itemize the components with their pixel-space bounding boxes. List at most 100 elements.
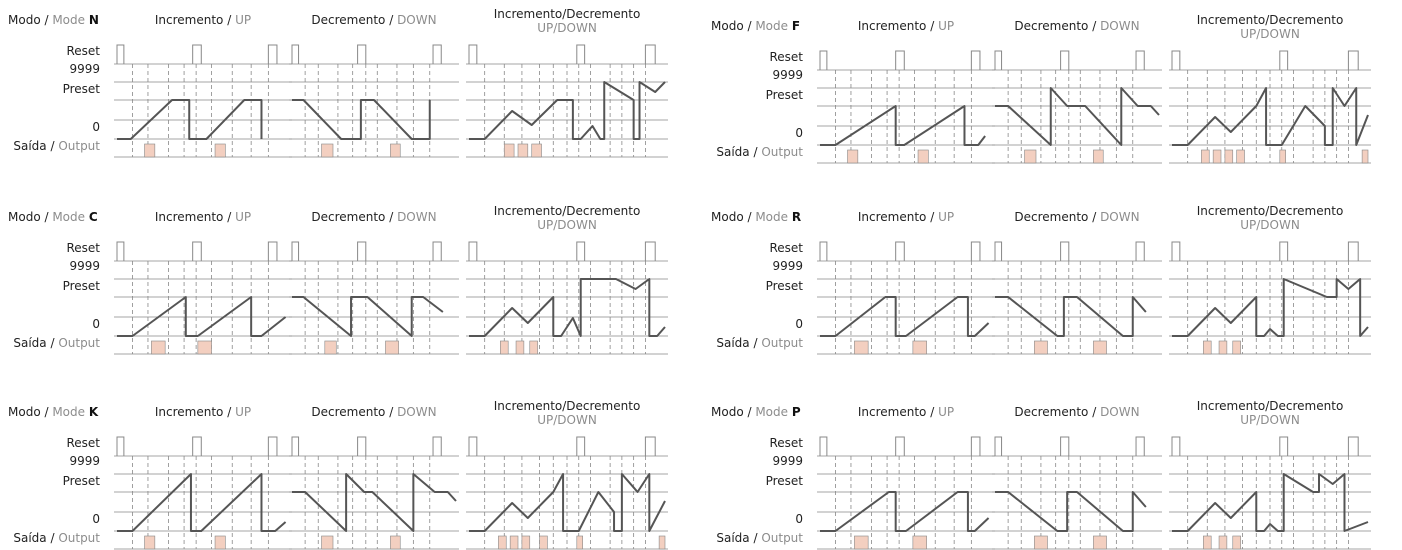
output-pulse: [500, 340, 509, 355]
counter-signal: [292, 296, 444, 337]
mode-label-pt: Modo: [8, 405, 41, 419]
title-down-pt: Decremento: [1014, 210, 1089, 224]
mode-label: Modo / Mode R: [711, 210, 801, 224]
output-pulse: [1093, 340, 1107, 355]
title-up: Incremento / UP: [816, 19, 996, 33]
title-up-slash: /: [223, 13, 236, 27]
reset-pulse: [970, 50, 981, 70]
title-updown: Incremento/Decremento UP/DOWN: [477, 7, 657, 35]
reset-label: Reset: [66, 241, 100, 255]
reset-pulse: [267, 241, 278, 261]
title-down-pt: Decremento: [311, 405, 386, 419]
timing-chart-updown: [466, 436, 668, 550]
zero-label: 0: [795, 512, 803, 526]
preset-label: Preset: [765, 474, 803, 488]
mode-letter: N: [88, 13, 99, 27]
counter-signal: [469, 473, 666, 532]
mode-label-en: Mode: [52, 13, 86, 27]
reset-pulse: [267, 44, 278, 64]
reset-pulse: [267, 436, 278, 456]
output-pulse: [1279, 149, 1286, 164]
timing-chart-down: [992, 436, 1162, 550]
title-updown: Incremento/Decremento UP/DOWN: [477, 204, 657, 232]
reset-pulse: [116, 241, 125, 261]
mode-label-slash: /: [743, 405, 756, 419]
timing-chart-up: [817, 50, 995, 164]
preset-label: Preset: [62, 82, 100, 96]
output-label: Saída / Output: [703, 145, 803, 159]
reset-label: Reset: [769, 241, 803, 255]
timing-chart-down: [289, 44, 459, 158]
timing-chart-down: [992, 241, 1162, 355]
mode-label-slash: /: [40, 13, 53, 27]
title-up-slash: /: [223, 405, 236, 419]
reset-label: Reset: [769, 436, 803, 450]
output-label-slash: /: [749, 145, 762, 159]
title-up: Incremento / UP: [113, 210, 293, 224]
reset-pulse: [357, 436, 367, 456]
reset-pulse: [116, 44, 125, 64]
title-down-slash: /: [1088, 210, 1101, 224]
output-pulse: [1361, 149, 1369, 164]
output-pulse: [1218, 535, 1228, 550]
reset-pulse: [291, 436, 300, 456]
zero-label: 0: [92, 512, 100, 526]
reset-pulse: [1060, 50, 1070, 70]
output-pulse: [1232, 535, 1241, 550]
mode-letter: K: [88, 405, 99, 419]
output-pulse: [912, 340, 927, 355]
reset-pulse: [1347, 241, 1359, 261]
reset-pulse: [192, 241, 202, 261]
counter-signal: [117, 296, 287, 337]
mode-label-en: Mode: [755, 210, 789, 224]
mode-panel-r: Modo / Mode R Reset 9999 Preset 0 Saída / Out…: [711, 204, 1401, 355]
title-down-slash: /: [385, 13, 398, 27]
title-up-en: UP: [235, 405, 252, 419]
output-pulse: [1024, 149, 1037, 164]
output-label-pt: Saída: [13, 139, 47, 153]
reset-pulse: [1171, 50, 1181, 70]
zero-label: 0: [92, 317, 100, 331]
title-up: Incremento / UP: [816, 405, 996, 419]
reset-pulse: [895, 241, 905, 261]
output-pulse: [917, 149, 929, 164]
timing-chart-updown: [1169, 50, 1371, 164]
output-label-pt: Saída: [13, 336, 47, 350]
title-down: Decremento / DOWN: [987, 405, 1167, 419]
title-down-en: DOWN: [397, 210, 437, 224]
output-label-pt: Saída: [716, 336, 750, 350]
mode-letter: C: [88, 210, 98, 224]
mode-panel-k: Modo / Mode K Reset 9999 Preset 0 Saída / Out…: [8, 399, 698, 550]
title-updown: Incremento/Decremento UP/DOWN: [1180, 204, 1360, 232]
counter-signal: [1172, 473, 1369, 532]
reset-pulse: [432, 44, 442, 64]
output-pulse: [521, 535, 531, 550]
zero-label: 0: [795, 126, 803, 140]
max-label: 9999: [772, 454, 803, 468]
output-pulse: [847, 149, 859, 164]
output-pulse: [854, 535, 869, 550]
title-updown: Incremento/Decremento UP/DOWN: [1180, 399, 1360, 427]
output-pulse: [1236, 149, 1245, 164]
title-updown-en: UP/DOWN: [537, 413, 597, 427]
reset-pulse: [192, 436, 202, 456]
mode-label-slash: /: [743, 19, 756, 33]
timing-chart-up: [114, 241, 292, 355]
mode-label-en: Mode: [52, 210, 86, 224]
mode-label-en: Mode: [52, 405, 86, 419]
reset-pulse: [1060, 241, 1070, 261]
mode-label: Modo / Mode K: [8, 405, 98, 419]
output-pulse: [1218, 340, 1228, 355]
counter-signal: [1172, 278, 1369, 337]
preset-label: Preset: [62, 474, 100, 488]
output-label: Saída / Output: [703, 336, 803, 350]
reset-label: Reset: [66, 44, 100, 58]
output-pulse: [390, 143, 401, 158]
max-label: 9999: [69, 259, 100, 273]
title-updown-en: UP/DOWN: [1240, 27, 1300, 41]
output-label: Saída / Output: [0, 336, 100, 350]
title-updown-pt: Incremento/Decremento: [1196, 399, 1344, 413]
title-updown-pt: Incremento/Decremento: [493, 399, 641, 413]
output-pulse: [1203, 340, 1212, 355]
max-label: 9999: [772, 68, 803, 82]
